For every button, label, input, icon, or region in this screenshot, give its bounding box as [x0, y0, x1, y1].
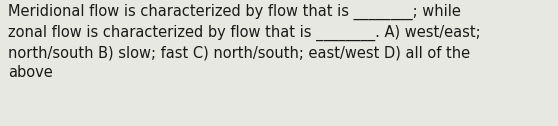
Text: Meridional flow is characterized by flow that is ________; while
zonal flow is c: Meridional flow is characterized by flow…: [8, 4, 481, 80]
